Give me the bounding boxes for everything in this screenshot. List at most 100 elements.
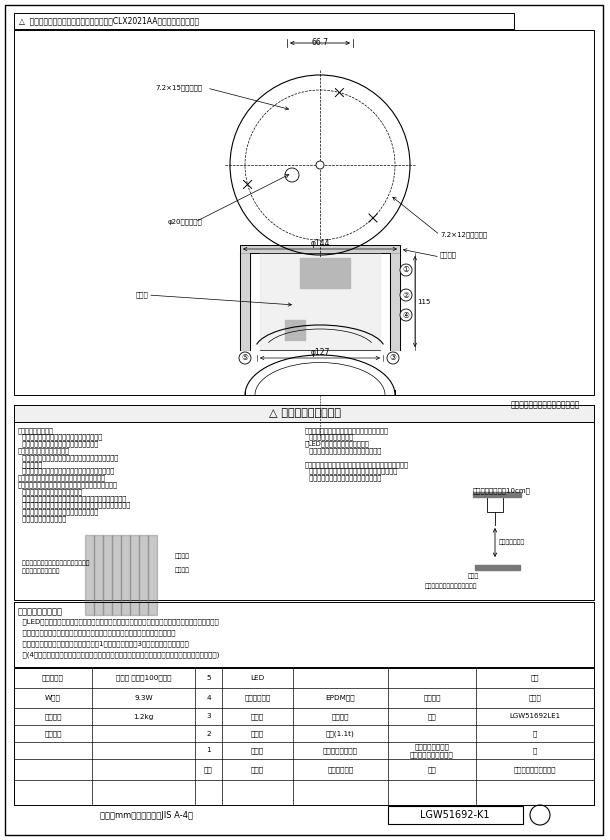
Polygon shape (112, 535, 121, 615)
Text: ＜使用上のご注意＞: ＜使用上のご注意＞ (18, 607, 63, 616)
Text: ブラック: ブラック (423, 695, 441, 701)
Text: W・数: W・数 (45, 695, 61, 701)
Polygon shape (260, 253, 380, 350)
Bar (240, 245, 400, 253)
Circle shape (239, 352, 251, 364)
Text: ・ほたるスイッチと接続する場合は器具1台につきスイッチ3個までご使用ください。: ・ほたるスイッチと接続する場合は器具1台につきスイッチ3個までご使用ください。 (18, 640, 188, 647)
Polygon shape (473, 492, 481, 497)
Polygon shape (85, 535, 94, 615)
Polygon shape (130, 535, 139, 615)
Bar (487, 492, 503, 512)
Text: 照射物: 照射物 (467, 573, 479, 579)
Polygon shape (502, 565, 511, 570)
Bar (285, 320, 305, 340)
Text: ください。感電・火災の原因となります。: ください。感電・火災の原因となります。 (18, 441, 98, 447)
Text: △ 安全に関するご注意: △ 安全に関するご注意 (269, 408, 341, 418)
Circle shape (400, 309, 412, 321)
Text: 5: 5 (206, 675, 211, 681)
Text: φ20穴　電源用: φ20穴 電源用 (168, 218, 203, 225)
Text: パナソニック株式会社: パナソニック株式会社 (514, 766, 556, 773)
Circle shape (400, 289, 412, 301)
Text: 本体パッキン外周部にも必ずシール材を: 本体パッキン外周部にも必ずシール材を (18, 560, 90, 565)
Text: 接地端子: 接地端子 (440, 252, 457, 259)
Text: 9.3W: 9.3W (134, 695, 153, 701)
Text: ・取付面に凹凸がある場合、本体パッキンとのスキマを: ・取付面に凹凸がある場合、本体パッキンとのスキマを (18, 481, 118, 488)
Text: 目の痛みの原因になることがあります。: 目の痛みの原因になることがあります。 (305, 448, 381, 454)
Text: 乳白: 乳白 (428, 713, 436, 720)
Bar (14, 602, 594, 667)
Polygon shape (489, 492, 497, 497)
Text: 塗りつけてください。: 塗りつけてください。 (18, 568, 60, 574)
Text: 材質・素材厚: 材質・素材厚 (328, 766, 354, 773)
Bar (388, 806, 523, 824)
Text: 本体パッキン外周部にも必ずシール材を: 本体パッキン外周部にも必ずシール材を (18, 508, 98, 515)
Text: アクリル: アクリル (332, 713, 350, 720)
Text: 照射物の変色、火災の原因となります。: 照射物の変色、火災の原因となります。 (305, 475, 381, 481)
Text: 照射物近接距離: 照射物近接距離 (499, 540, 525, 545)
Text: ・調光器と組合わせて使用しないでください。: ・調光器と組合わせて使用しないでください。 (305, 427, 389, 433)
Text: ・防雨型器具です。: ・防雨型器具です。 (18, 427, 54, 433)
Bar (14, 30, 594, 395)
Polygon shape (513, 492, 521, 497)
Polygon shape (497, 492, 505, 497)
Polygon shape (505, 492, 513, 497)
Text: 鋼板(1.1t): 鋼板(1.1t) (326, 730, 355, 737)
Polygon shape (285, 320, 305, 340)
Polygon shape (475, 565, 484, 570)
Text: ・LEDを直視しないでください。: ・LEDを直視しないでください。 (305, 441, 370, 447)
Circle shape (285, 168, 299, 182)
Text: 単位：mm　第三角法（JIS A-4）: 単位：mm 第三角法（JIS A-4） (100, 811, 193, 820)
Text: 【照射物近接距離10cm】: 【照射物近接距離10cm】 (473, 487, 531, 494)
Text: 取付板: 取付板 (251, 730, 264, 737)
Polygon shape (103, 535, 112, 615)
Text: 1.2kg: 1.2kg (134, 713, 154, 720)
Polygon shape (511, 565, 520, 570)
Polygon shape (148, 535, 157, 615)
Text: ③: ③ (390, 354, 396, 363)
Polygon shape (390, 253, 400, 350)
Text: ②: ② (403, 291, 409, 300)
Text: 指定外取り付けは、火災、落下の原因となります。: 指定外取り付けは、火災、落下の原因となります。 (18, 468, 114, 475)
Bar (14, 405, 594, 600)
Text: ・天井面取付専用器具です。: ・天井面取付専用器具です。 (18, 448, 70, 454)
Polygon shape (94, 535, 103, 615)
Text: 値号: 値号 (428, 766, 436, 773)
Text: 7.2×12穴　取付用: 7.2×12穴 取付用 (440, 232, 487, 239)
Text: 近づかないように考慮して取り付けてください。: 近づかないように考慮して取り付けてください。 (305, 468, 397, 475)
Text: ・照射物近接範囲内にドア開閉範囲や家具などの可燃物が: ・照射物近接範囲内にドア開閉範囲や家具などの可燃物が (305, 461, 409, 468)
Text: △  注意：商品には背面があります。詳細はCLX2021AAをご参照ください。: △ 注意：商品には背面があります。詳細はCLX2021AAをご参照ください。 (19, 17, 199, 25)
Text: 本体パッキン: 本体パッキン (245, 695, 271, 701)
Circle shape (400, 264, 412, 276)
Text: φ144: φ144 (310, 239, 330, 248)
Text: ・海外異地帯地帯では、当該により短期間で異常が発生するおそれがあります。: ・海外異地帯地帯では、当該により短期間で異常が発生するおそれがあります。 (18, 629, 176, 636)
Text: 防雨型: 防雨型 (529, 695, 542, 701)
Bar (300, 258, 350, 288)
Text: 火災の原因となります。: 火災の原因となります。 (305, 433, 353, 440)
Text: LGW51692-K1: LGW51692-K1 (420, 810, 490, 820)
Polygon shape (481, 492, 489, 497)
Text: （ドア・家具・布等の可燃物）: （ドア・家具・布等の可燃物） (425, 583, 478, 589)
Text: LED: LED (250, 675, 265, 681)
Text: 器具質量: 器具質量 (45, 713, 62, 720)
Text: 1: 1 (206, 748, 211, 753)
Polygon shape (121, 535, 130, 615)
Text: 浴室などの湿気の多い場所では使用しないで: 浴室などの湿気の多い場所では使用しないで (18, 433, 102, 440)
Text: 部品名: 部品名 (251, 766, 264, 773)
Text: 適合ランプ: 適合ランプ (42, 675, 64, 681)
Text: 電源ユニット内蔵型・拡散タイプ: 電源ユニット内蔵型・拡散タイプ (511, 400, 580, 409)
Bar (14, 13, 514, 29)
Text: 塗りつけてください。: 塗りつけてください。 (18, 516, 66, 522)
Polygon shape (139, 535, 148, 615)
Bar (14, 668, 594, 805)
Text: 傾斜天井、補強のない薄い天井には、取り付けないで: 傾斜天井、補強のない薄い天井には、取り付けないで (18, 454, 118, 461)
Text: EPDMゴム: EPDMゴム (326, 695, 355, 701)
Text: 鋼: 鋼 (533, 730, 537, 737)
Text: ください。: ください。 (18, 461, 42, 468)
Text: 4: 4 (206, 695, 211, 701)
Polygon shape (300, 258, 350, 288)
Text: ・取付面よりも大きな面に取り付けてください。: ・取付面よりも大きな面に取り付けてください。 (18, 475, 106, 481)
Polygon shape (484, 565, 493, 570)
Polygon shape (240, 253, 250, 350)
Text: 3: 3 (206, 713, 211, 720)
Text: 電球色 白熱灯100形相当: 電球色 白熱灯100形相当 (116, 675, 171, 681)
